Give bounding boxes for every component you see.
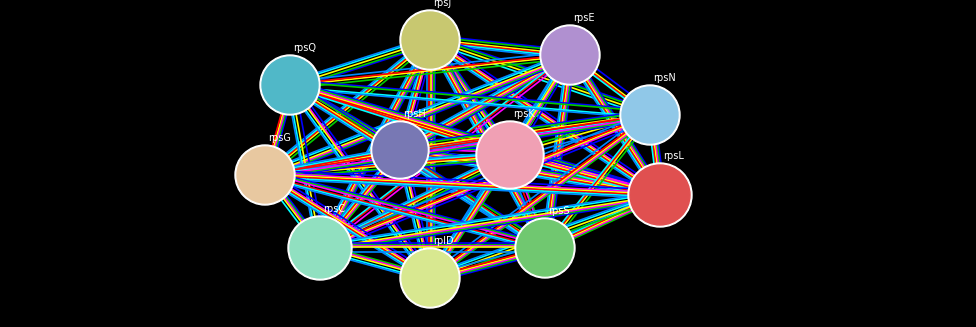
Text: rpsJ: rpsJ — [432, 0, 451, 8]
Text: rpsL: rpsL — [663, 151, 684, 161]
Circle shape — [373, 123, 427, 177]
Circle shape — [262, 57, 318, 113]
Circle shape — [622, 87, 678, 143]
Text: rpsK: rpsK — [513, 109, 535, 119]
Circle shape — [515, 218, 575, 278]
Circle shape — [402, 12, 458, 68]
Circle shape — [540, 25, 600, 85]
Text: rpsN: rpsN — [653, 73, 675, 83]
Circle shape — [400, 248, 460, 308]
Text: rpsQ: rpsQ — [293, 43, 316, 53]
Text: rplD: rplD — [432, 236, 454, 246]
Circle shape — [260, 55, 320, 115]
Circle shape — [235, 145, 295, 205]
Text: rpsE: rpsE — [573, 13, 594, 23]
Circle shape — [517, 220, 573, 276]
Circle shape — [237, 147, 293, 203]
Circle shape — [542, 27, 598, 83]
Circle shape — [620, 85, 680, 145]
Circle shape — [478, 123, 542, 187]
Circle shape — [628, 163, 692, 227]
Circle shape — [290, 218, 350, 278]
Circle shape — [402, 250, 458, 306]
Text: rpsH: rpsH — [403, 109, 426, 119]
Circle shape — [630, 165, 690, 225]
Circle shape — [400, 10, 460, 70]
Text: rpsS: rpsS — [548, 206, 569, 216]
Circle shape — [371, 121, 429, 179]
Circle shape — [476, 121, 544, 189]
Text: rpsG: rpsG — [267, 133, 291, 143]
Text: rpsC: rpsC — [323, 204, 346, 214]
Circle shape — [288, 216, 352, 280]
